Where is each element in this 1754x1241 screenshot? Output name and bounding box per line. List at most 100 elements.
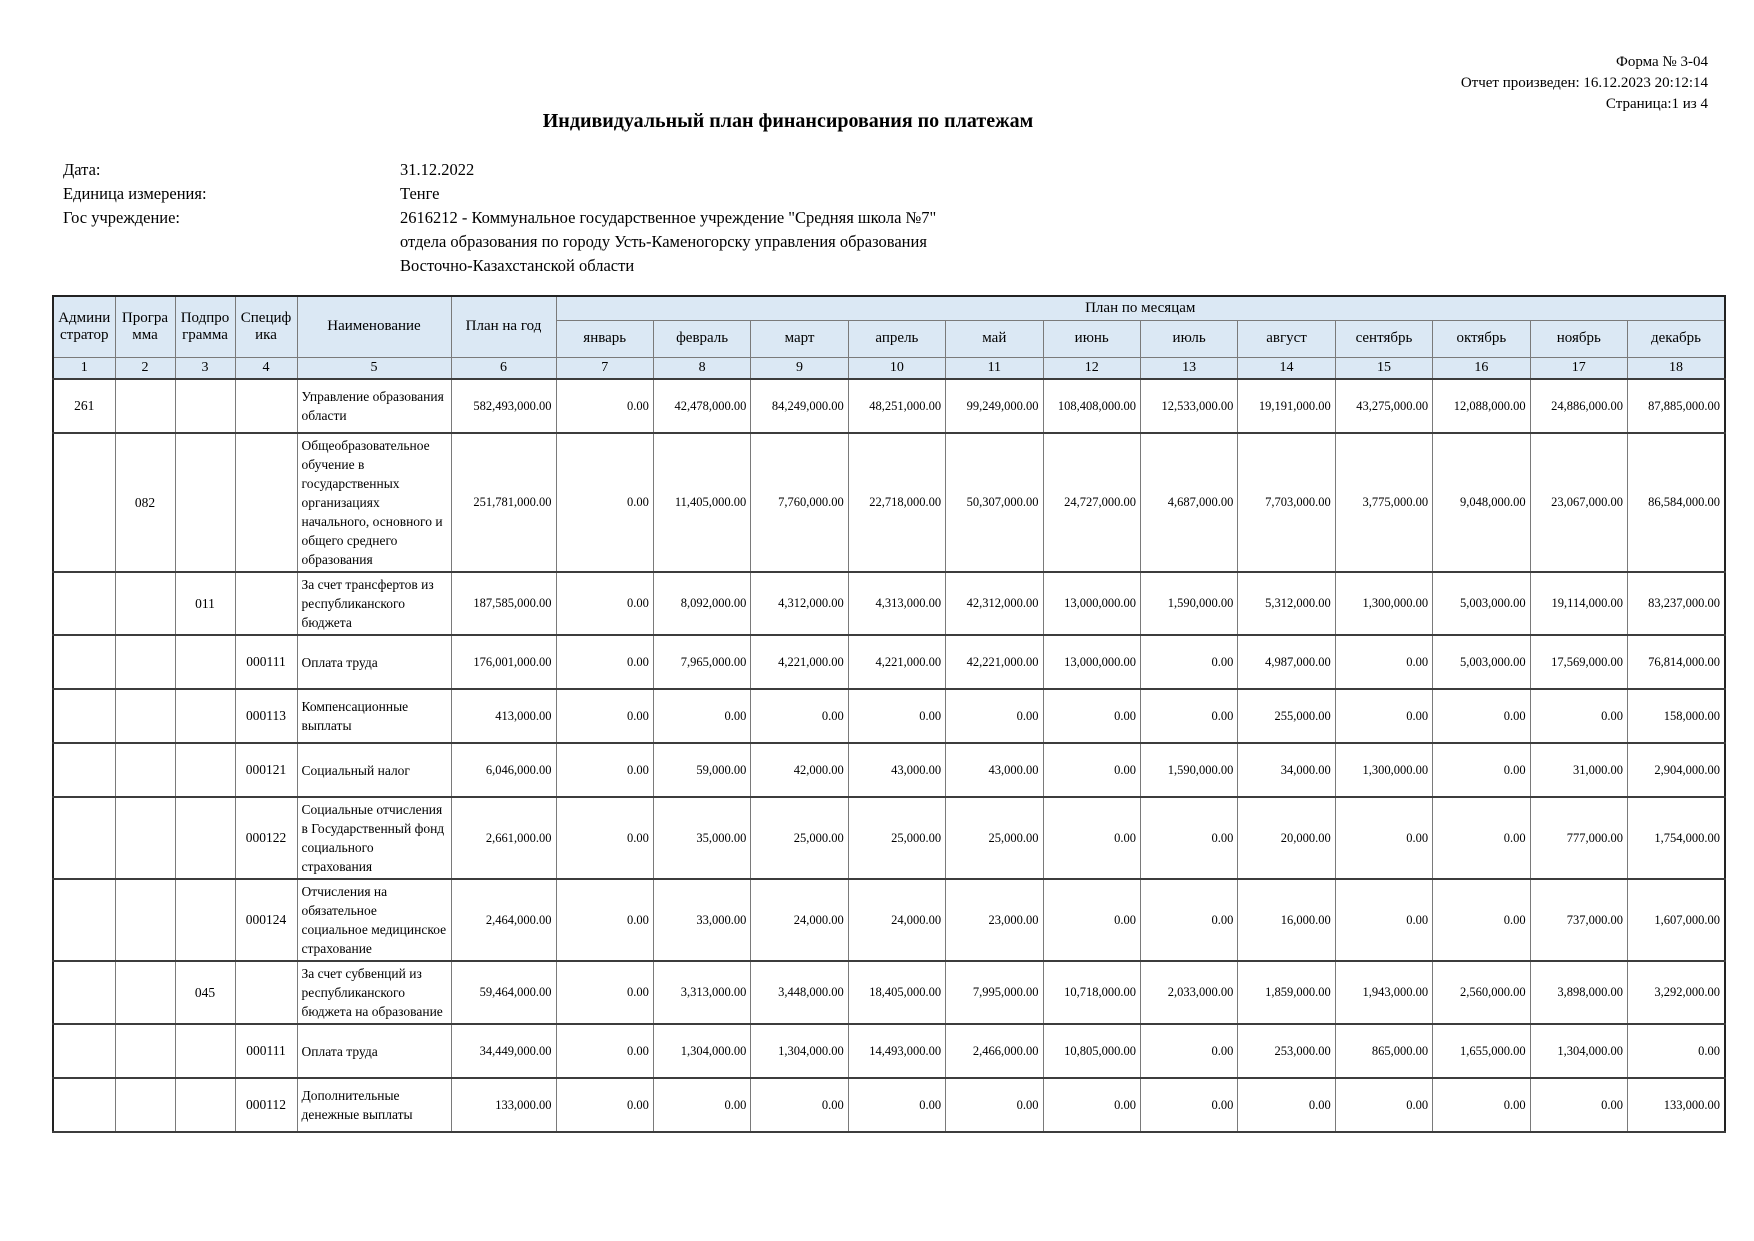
col-number-12: 12 — [1042, 356, 1141, 380]
table-row: 000124 Отчисления на обязательное социаль… — [52, 878, 1726, 962]
cell-month-7: 4,687,000.00 — [1139, 432, 1239, 573]
cell-month-10: 2,560,000.00 — [1432, 960, 1531, 1025]
cell-month-8: 1,859,000.00 — [1237, 960, 1336, 1025]
cell-administrator — [52, 634, 116, 690]
cell-administrator — [52, 688, 116, 744]
cell-month-11: 19,114,000.00 — [1529, 571, 1628, 636]
cell-month-1: 0.00 — [555, 571, 654, 636]
col-number-14: 14 — [1237, 356, 1336, 380]
col-number-18: 18 — [1626, 356, 1726, 380]
cell-month-1: 0.00 — [555, 688, 654, 744]
cell-month-10: 0.00 — [1432, 688, 1531, 744]
cell-subprogram: 045 — [174, 960, 236, 1025]
col-header-month-4: апрель — [847, 319, 947, 358]
cell-month-2: 8,092,000.00 — [652, 571, 752, 636]
cell-name: Управление образования области — [296, 378, 452, 434]
table-row: 082 Общеобразовательное обучение в госуда… — [52, 432, 1726, 573]
cell-month-10: 0.00 — [1432, 1077, 1531, 1133]
col-header-month-1: январь — [555, 319, 654, 358]
cell-program — [114, 1077, 176, 1133]
col-number-1: 1 — [52, 356, 116, 380]
col-header-administrator: Администратор — [52, 295, 116, 358]
cell-month-8: 7,703,000.00 — [1237, 432, 1336, 573]
cell-month-1: 0.00 — [555, 796, 654, 880]
cell-month-4: 25,000.00 — [847, 796, 947, 880]
col-number-17: 17 — [1529, 356, 1628, 380]
cell-month-4: 24,000.00 — [847, 878, 947, 962]
cell-month-11: 24,886,000.00 — [1529, 378, 1628, 434]
cell-month-2: 59,000.00 — [652, 742, 752, 798]
cell-month-4: 4,221,000.00 — [847, 634, 947, 690]
cell-month-11: 737,000.00 — [1529, 878, 1628, 962]
form-number: Форма № 3-04 — [1616, 54, 1708, 70]
col-number-5: 5 — [296, 356, 452, 380]
cell-month-2: 0.00 — [652, 688, 752, 744]
meta-row-institution: Гос учреждение: 2616212 - Коммунальное г… — [63, 206, 1040, 278]
cell-month-10: 1,655,000.00 — [1432, 1023, 1531, 1079]
cell-plan-year: 251,781,000.00 — [450, 432, 557, 573]
cell-month-1: 0.00 — [555, 960, 654, 1025]
cell-plan-year: 187,585,000.00 — [450, 571, 557, 636]
cell-month-7: 0.00 — [1139, 878, 1239, 962]
cell-administrator — [52, 878, 116, 962]
cell-month-4: 4,313,000.00 — [847, 571, 947, 636]
cell-month-12: 1,754,000.00 — [1626, 796, 1726, 880]
table-row: 045 За счет субвенций из республиканского… — [52, 960, 1726, 1025]
cell-month-6: 13,000,000.00 — [1042, 634, 1141, 690]
cell-month-11: 777,000.00 — [1529, 796, 1628, 880]
cell-specifics: 000113 — [234, 688, 298, 744]
cell-subprogram — [174, 378, 236, 434]
col-header-subprogram: Подпрограмма — [174, 295, 236, 358]
cell-month-10: 5,003,000.00 — [1432, 571, 1531, 636]
cell-specifics: 000124 — [234, 878, 298, 962]
cell-month-8: 16,000.00 — [1237, 878, 1336, 962]
col-number-16: 16 — [1432, 356, 1531, 380]
cell-month-12: 3,292,000.00 — [1626, 960, 1726, 1025]
cell-month-9: 865,000.00 — [1334, 1023, 1434, 1079]
cell-month-11: 17,569,000.00 — [1529, 634, 1628, 690]
cell-plan-year: 2,464,000.00 — [450, 878, 557, 962]
cell-month-5: 42,312,000.00 — [945, 571, 1044, 636]
cell-administrator — [52, 742, 116, 798]
cell-month-2: 1,304,000.00 — [652, 1023, 752, 1079]
table-row: 261 Управление образования области 582,493… — [52, 378, 1726, 434]
col-header-month-11: ноябрь — [1529, 319, 1628, 358]
cell-month-9: 1,943,000.00 — [1334, 960, 1434, 1025]
cell-month-4: 0.00 — [847, 1077, 947, 1133]
financing-plan-table: Администратор Программа Подпрограмма Спе… — [52, 295, 1726, 1133]
cell-specifics — [234, 378, 298, 434]
cell-month-5: 99,249,000.00 — [945, 378, 1044, 434]
cell-name: Социальные отчисления в Государственный … — [296, 796, 452, 880]
col-header-month-7: июль — [1139, 319, 1239, 358]
cell-month-8: 34,000.00 — [1237, 742, 1336, 798]
cell-administrator — [52, 432, 116, 573]
cell-month-12: 0.00 — [1626, 1023, 1726, 1079]
cell-administrator — [52, 796, 116, 880]
cell-month-5: 42,221,000.00 — [945, 634, 1044, 690]
table-body: 261 Управление образования области 582,493… — [52, 378, 1726, 1133]
cell-month-8: 19,191,000.00 — [1237, 378, 1336, 434]
cell-month-6: 13,000,000.00 — [1042, 571, 1141, 636]
col-header-month-9: сентябрь — [1334, 319, 1434, 358]
cell-plan-year: 413,000.00 — [450, 688, 557, 744]
institution-value: 2616212 - Коммунальное государственное у… — [400, 208, 937, 275]
cell-month-8: 5,312,000.00 — [1237, 571, 1336, 636]
cell-month-3: 7,760,000.00 — [750, 432, 849, 573]
cell-administrator — [52, 571, 116, 636]
cell-month-12: 76,814,000.00 — [1626, 634, 1726, 690]
cell-month-2: 3,313,000.00 — [652, 960, 752, 1025]
cell-month-3: 4,312,000.00 — [750, 571, 849, 636]
cell-month-9: 0.00 — [1334, 634, 1434, 690]
cell-month-8: 253,000.00 — [1237, 1023, 1336, 1079]
cell-subprogram — [174, 796, 236, 880]
cell-month-1: 0.00 — [555, 1023, 654, 1079]
cell-month-6: 0.00 — [1042, 688, 1141, 744]
unit-label: Единица измерения: — [63, 184, 207, 203]
cell-month-2: 7,965,000.00 — [652, 634, 752, 690]
cell-month-3: 1,304,000.00 — [750, 1023, 849, 1079]
col-header-plan-year: План на год — [450, 295, 557, 358]
cell-month-11: 23,067,000.00 — [1529, 432, 1628, 573]
unit-value: Тенге — [400, 184, 440, 203]
cell-plan-year: 2,661,000.00 — [450, 796, 557, 880]
cell-month-6: 0.00 — [1042, 1077, 1141, 1133]
